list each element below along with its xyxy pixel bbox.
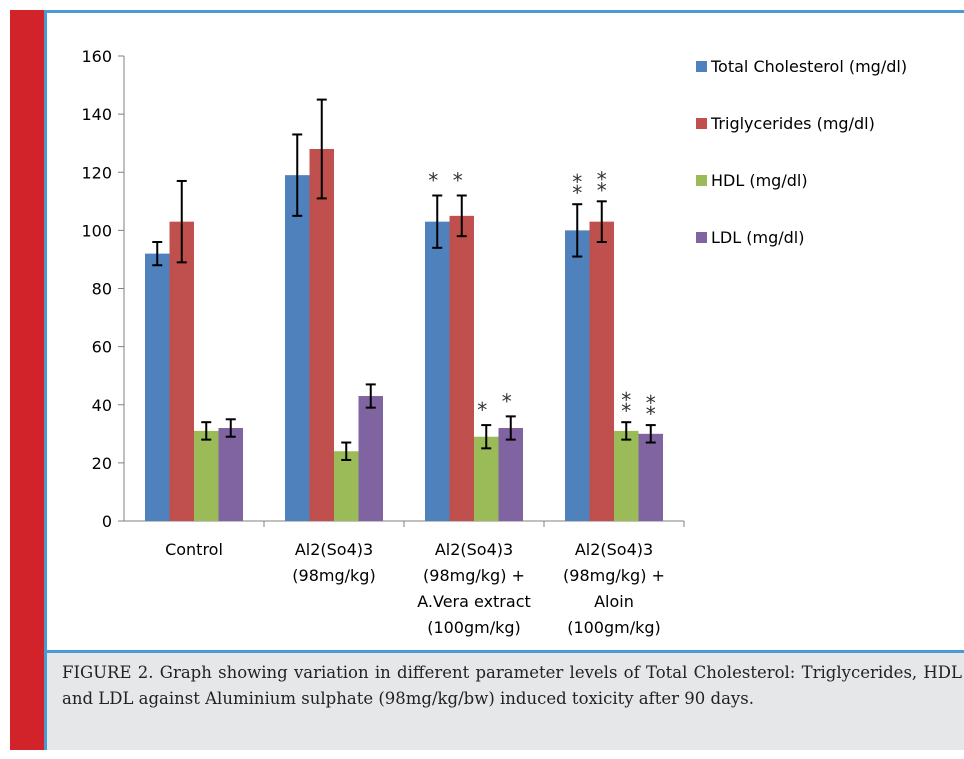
y-tick-label: 100 [81, 221, 112, 240]
y-tick-label: 0 [102, 512, 112, 531]
bar [334, 451, 359, 521]
x-tick-label: Al2(So4)3 [295, 540, 373, 559]
bar [638, 433, 663, 521]
bar [194, 430, 219, 521]
legend-label: Total Cholesterol (mg/dl) [710, 57, 907, 76]
x-tick-label: Aloin [594, 592, 634, 611]
x-tick-label: (98mg/kg) + [563, 566, 665, 585]
significance-mark: * [621, 399, 631, 423]
y-tick-label: 60 [92, 338, 112, 357]
significance-mark: * [477, 398, 487, 422]
significance-mark: * [621, 388, 631, 412]
y-tick-label: 20 [92, 454, 112, 473]
x-tick-label: Al2(So4)3 [435, 540, 513, 559]
legend-swatch [696, 175, 707, 186]
significance-mark: * [646, 391, 656, 415]
figure-caption: FIGURE 2. Graph showing variation in dif… [62, 663, 962, 708]
y-tick-label: 120 [81, 163, 112, 182]
x-tick-label: Control [165, 540, 223, 559]
bar-chart: 0 20 40 60 80 100 120 140 160 Control Al2(So4)3 (98… [81, 47, 907, 637]
bar [218, 428, 243, 521]
caption-divider [44, 650, 964, 653]
top-blue-rule [44, 10, 964, 13]
y-tick-label: 80 [92, 280, 112, 299]
x-tick-label: (98mg/kg) + [423, 566, 525, 585]
x-tick-label: (100gm/kg) [427, 618, 521, 637]
left-blue-rule [44, 10, 47, 750]
bar [309, 149, 334, 521]
x-tick-label: (98mg/kg) [292, 566, 375, 585]
left-red-bar [10, 10, 44, 750]
bar [169, 221, 194, 521]
x-tick-label: A.Vera extract [417, 592, 531, 611]
significance-mark: * [572, 181, 582, 205]
significance-mark: * [597, 167, 607, 191]
significance-mark: * [572, 170, 582, 194]
bar [474, 436, 499, 521]
legend-label: Triglycerides (mg/dl) [710, 114, 875, 133]
bar [565, 230, 590, 521]
significance-mark: * [597, 178, 607, 202]
legend-label: HDL (mg/dl) [711, 171, 808, 190]
x-tick-label: Al2(So4)3 [575, 540, 653, 559]
bar [498, 428, 523, 521]
y-tick-label: 140 [81, 105, 112, 124]
significance-mark: * [428, 169, 438, 193]
bar [449, 215, 474, 521]
bar [145, 253, 170, 521]
x-tick-label: (100gm/kg) [567, 618, 661, 637]
bar [358, 396, 383, 521]
legend-label: LDL (mg/dl) [711, 228, 804, 247]
legend-swatch [696, 118, 707, 129]
legend-swatch [696, 61, 707, 72]
significance-mark: * [502, 389, 512, 413]
y-tick-label: 40 [92, 396, 112, 415]
significance-mark: * [453, 169, 463, 193]
caption-box [47, 653, 964, 750]
bar [614, 430, 639, 521]
bar [425, 221, 450, 521]
significance-mark: * [646, 402, 656, 426]
legend-swatch [696, 232, 707, 243]
bar [589, 221, 614, 521]
bar [285, 175, 310, 521]
y-tick-label: 160 [81, 47, 112, 66]
